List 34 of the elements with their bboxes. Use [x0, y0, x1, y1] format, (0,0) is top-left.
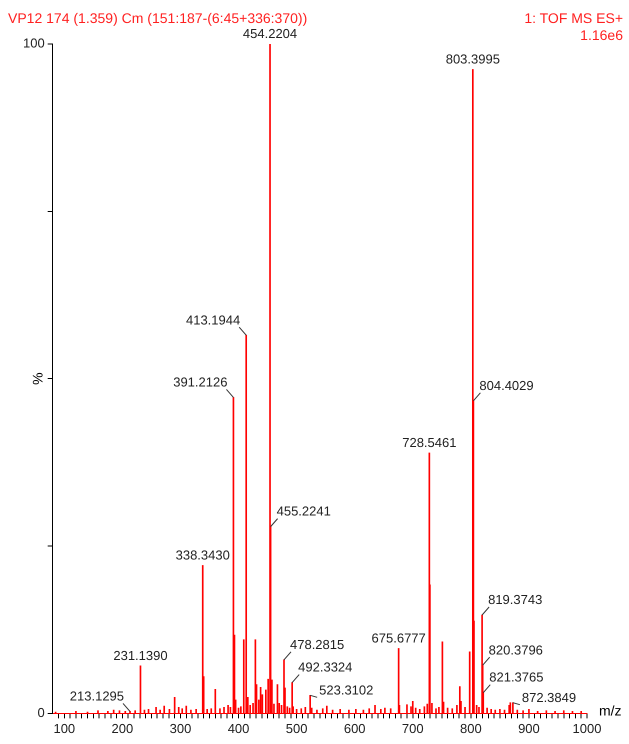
- annotation: 492.3324: [298, 660, 352, 675]
- annotation: 523.3102: [319, 682, 374, 698]
- x-tick-label: 100: [53, 720, 76, 736]
- text: 1: TOF MS ES+: [524, 10, 623, 26]
- annotation: 454.2204: [242, 26, 298, 42]
- annotation: 213.1295: [70, 688, 124, 704]
- annotation: 338.3430: [176, 548, 230, 563]
- annotation: 872.3849: [522, 690, 576, 705]
- annotation: 820.3796: [488, 642, 543, 658]
- annotation: 821.3765: [489, 670, 544, 685]
- annotation: 804.4029: [479, 378, 534, 393]
- y-axis-title: %: [30, 372, 46, 385]
- chart-title: VP12 174 (1.359) Cm (151:187-(6:45+336:370)): [8, 10, 308, 26]
- x-tick-label: 800: [460, 720, 482, 736]
- annotation: 231.1390: [113, 648, 168, 663]
- y-tick-label: 0: [37, 704, 45, 720]
- x-tick-label: 300: [170, 720, 192, 736]
- annotation: 478.2815: [290, 636, 344, 652]
- annotation: 391.2126: [173, 374, 228, 390]
- annotation: 413.1944: [186, 312, 240, 328]
- annotation: 803.3995: [446, 52, 500, 67]
- annotation: 675.6777: [372, 630, 426, 646]
- x-tick-label: 900: [518, 720, 540, 736]
- x-tick-label: 200: [112, 720, 134, 736]
- x-tick-label: 400: [228, 720, 250, 736]
- x-tick-label: 500: [286, 720, 308, 736]
- x-tick-label: 700: [402, 720, 424, 736]
- x-tick-label: 1000: [572, 720, 602, 736]
- x-axis-title: m/z: [599, 702, 622, 718]
- text: 1.16e6: [580, 26, 624, 43]
- annotation: 455.2241: [276, 504, 331, 519]
- annotation: 819.3743: [488, 592, 542, 608]
- annotation: 728.5461: [402, 435, 456, 450]
- x-tick-label: 600: [344, 720, 366, 736]
